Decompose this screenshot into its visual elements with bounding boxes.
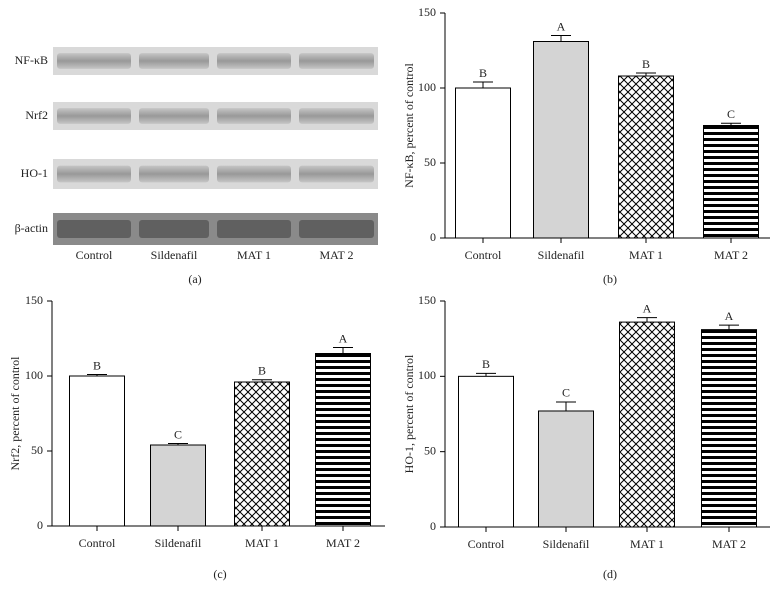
x-tick-label: MAT 1	[629, 248, 663, 262]
blot-lane-label: Control	[76, 248, 113, 262]
x-tick-label: Sildenafil	[543, 537, 590, 551]
bar	[701, 329, 757, 528]
x-tick-label: Control	[79, 536, 116, 550]
panel-caption: (d)	[603, 567, 617, 581]
blot-band	[299, 165, 374, 183]
significance-letter: A	[725, 309, 734, 323]
y-tick-label: 50	[424, 443, 436, 457]
significance-letter: B	[482, 357, 490, 371]
significance-letter: A	[557, 19, 566, 33]
blot-band	[139, 53, 209, 69]
y-tick-label: 100	[418, 80, 436, 94]
significance-letter: B	[479, 66, 487, 80]
y-tick-label: 150	[418, 293, 436, 307]
x-tick-label: Sildenafil	[155, 536, 202, 550]
bar	[234, 381, 290, 527]
x-tick-label: MAT 1	[245, 536, 279, 550]
y-tick-label: 150	[25, 293, 43, 307]
x-tick-label: MAT 2	[712, 537, 746, 551]
blot-band	[217, 220, 291, 238]
blot-lane-label: MAT 2	[319, 248, 353, 262]
blot-band	[139, 165, 209, 183]
error-bar	[476, 372, 496, 377]
bar	[150, 444, 206, 527]
bar	[618, 75, 674, 239]
significance-letter: C	[562, 386, 570, 400]
blot-band	[217, 53, 291, 69]
x-tick-label: Control	[465, 248, 502, 262]
significance-letter: A	[643, 301, 652, 315]
bar	[458, 375, 514, 528]
significance-letter: C	[174, 427, 182, 441]
significance-letter: B	[93, 358, 101, 372]
significance-letter: A	[339, 331, 348, 345]
error-bar	[551, 35, 571, 42]
blot-lane-label: Sildenafil	[151, 248, 198, 262]
bar	[69, 375, 125, 527]
y-tick-label: 100	[418, 368, 436, 382]
blot-band	[57, 165, 131, 183]
x-tick-label: MAT 1	[630, 537, 664, 551]
significance-letter: B	[642, 57, 650, 71]
y-tick-label: 0	[430, 519, 436, 533]
x-tick-label: Control	[468, 537, 505, 551]
y-axis-label: Nrf2, percent of control	[8, 356, 22, 471]
significance-letter: B	[258, 364, 266, 378]
y-tick-label: 150	[418, 5, 436, 19]
y-axis-label: NF-κB, percent of control	[402, 62, 416, 187]
blot-band	[299, 53, 374, 69]
y-tick-label: 100	[25, 368, 43, 382]
x-tick-label: MAT 2	[714, 248, 748, 262]
error-bar	[719, 324, 739, 330]
error-bar	[556, 401, 576, 411]
blot-band	[139, 108, 209, 124]
blot-row-label: NF-κB	[15, 53, 48, 67]
y-tick-label: 0	[430, 230, 436, 244]
bar	[538, 410, 594, 528]
y-tick-label: 50	[424, 155, 436, 169]
blot-band	[299, 108, 374, 124]
y-tick-label: 50	[31, 443, 43, 457]
blot-band	[57, 53, 131, 69]
blot-band	[299, 220, 374, 238]
blot-row-label: HO-1	[21, 166, 48, 180]
blot-band	[57, 108, 131, 124]
panel-caption: (b)	[603, 272, 617, 286]
significance-letter: C	[727, 107, 735, 121]
blot-row-label: Nrf2	[25, 108, 48, 122]
y-tick-label: 0	[37, 518, 43, 532]
blot-lane-label: MAT 1	[237, 248, 271, 262]
panel-caption: (c)	[213, 567, 226, 581]
bar	[703, 125, 759, 239]
error-bar	[252, 379, 272, 382]
bar	[315, 353, 371, 527]
x-tick-label: MAT 2	[326, 536, 360, 550]
panel-caption: (a)	[188, 272, 201, 286]
error-bar	[637, 317, 657, 323]
blot-band	[57, 220, 131, 238]
y-axis-label: HO-1, percent of control	[402, 354, 416, 473]
error-bar	[87, 374, 107, 376]
error-bar	[333, 347, 353, 354]
blot-row-label: β-actin	[15, 221, 48, 235]
x-tick-label: Sildenafil	[538, 248, 585, 262]
bar	[619, 321, 675, 528]
blot-band	[139, 220, 209, 238]
error-bar	[473, 81, 493, 88]
blot-band	[217, 165, 291, 183]
bar	[455, 87, 511, 239]
bar	[533, 41, 589, 239]
error-bar	[636, 72, 656, 76]
error-bar	[168, 443, 188, 445]
blot-band	[217, 108, 291, 124]
error-bar	[721, 122, 741, 126]
